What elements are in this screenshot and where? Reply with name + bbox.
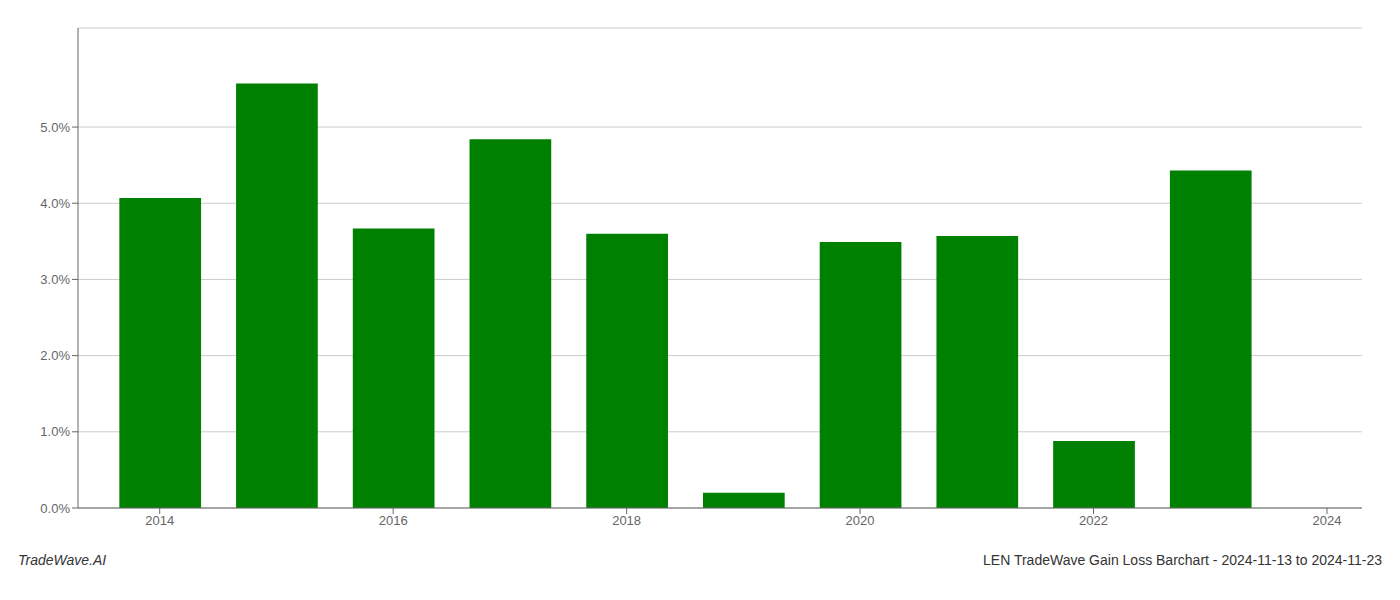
svg-text:1.0%: 1.0% (40, 424, 70, 439)
svg-text:2.0%: 2.0% (40, 348, 70, 363)
svg-text:2022: 2022 (1079, 513, 1108, 528)
svg-text:2020: 2020 (846, 513, 875, 528)
html-text:TradeWave.AI: TradeWave.AI (18, 552, 107, 568)
svg-text:2016: 2016 (379, 513, 408, 528)
svg-text:2024: 2024 (1313, 513, 1342, 528)
svg-text:2014: 2014 (145, 513, 174, 528)
svg-text:3.0%: 3.0% (40, 272, 70, 287)
svg-text:5.0%: 5.0% (40, 120, 70, 135)
svg-text:4.0%: 4.0% (40, 196, 70, 211)
svg-text:0.0%: 0.0% (40, 501, 70, 516)
html-text:LEN TradeWave Gain Loss Barcha: LEN TradeWave Gain Loss Barchart - 2024-… (983, 552, 1382, 568)
svg-text:2018: 2018 (612, 513, 641, 528)
